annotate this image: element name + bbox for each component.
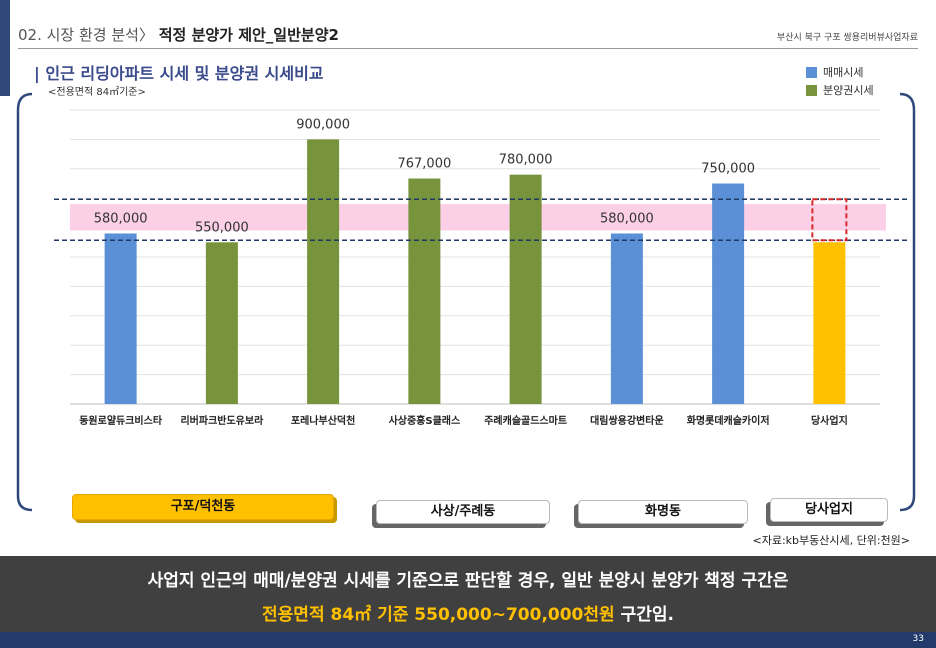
value-label-2: 550,000 <box>195 220 249 235</box>
proposed-range-markers <box>54 198 910 242</box>
category-label-1: 동원로얄듀크비스타 <box>79 414 163 427</box>
bar-3 <box>307 139 340 404</box>
header-divider <box>18 48 918 49</box>
conclusion-highlight: 전용면적 84㎡ 기준 550,000~700,000천원 <box>262 605 615 625</box>
bar-4 <box>408 178 441 404</box>
value-label-4: 767,000 <box>397 157 451 172</box>
category-label-7: 화명롯데캐슬카이저 <box>687 414 770 427</box>
legend-swatch-trade <box>806 66 817 78</box>
category-label-3: 포레나부산덕천 <box>291 414 355 427</box>
category-labels: 동원로얄듀크비스타 리버파크반도유보라 포레나부산덕천 사상중흥S클래스 주례캐슬골드스… <box>79 414 848 427</box>
legend-item-presale: 분양권시세 <box>806 82 874 98</box>
category-label-2: 리버파크반도유보라 <box>180 414 264 427</box>
legend-label-presale: 분양권시세 <box>823 84 874 97</box>
bar-5 <box>509 174 542 404</box>
conclusion-line-1: 사업지 인근의 매매/분양권 시세를 기준으로 판단할 경우, 일반 분양시 분… <box>147 571 789 591</box>
legend-label-trade: 매매시세 <box>823 66 864 79</box>
category-label-5: 주례캐슬골드스마트 <box>484 414 567 427</box>
conclusion-band <box>0 556 936 632</box>
legend-item-trade: 매매시세 <box>806 64 863 80</box>
legend-swatch-presale <box>806 84 817 96</box>
bar-7 <box>712 183 745 404</box>
chart-title: | 인근 리딩아파트 시세 및 분양권 시세비교 <box>34 64 324 83</box>
value-label-1: 580,000 <box>94 211 148 226</box>
region-label-sasang: 사상/주례동 <box>376 500 550 524</box>
bar-2 <box>205 242 238 404</box>
category-label-4: 사상중흥S클래스 <box>389 414 461 427</box>
category-label-6: 대림쌍용강변타운 <box>590 414 664 427</box>
region-label-gupo: 구포/덕천동 <box>72 494 334 520</box>
header-section: 02. 시장 환경 분석〉 <box>18 26 154 44</box>
right-bracket <box>899 92 916 512</box>
page-header: 02. 시장 환경 분석〉 적정 분양가 제안_일반분양2 <box>18 24 339 45</box>
left-accent-bar <box>0 0 10 96</box>
region-label-hwamyeong: 화명동 <box>578 500 748 524</box>
bar-6 <box>610 233 643 404</box>
value-labels: 580,000 550,000 900,000 767,000 780,000 580,0… <box>94 117 755 235</box>
page-number: 33 <box>912 634 924 644</box>
region-label-site: 당사업지 <box>770 498 888 522</box>
chart-subtitle: <전용면적 84㎡기준> <box>48 87 146 98</box>
source-note: <자료:kb부동산시세, 단위:천원> <box>752 534 910 547</box>
value-label-5: 780,000 <box>499 153 553 168</box>
header-title: 적정 분양가 제안_일반분양2 <box>158 26 339 44</box>
reference-band-layer <box>70 204 886 231</box>
bar-8 <box>813 242 846 404</box>
category-label-8: 당사업지 <box>811 414 848 427</box>
bars <box>104 139 846 404</box>
footer-band <box>0 632 936 648</box>
value-label-6: 580,000 <box>600 211 654 226</box>
left-bracket <box>16 92 33 512</box>
bar-chart: 580,000 550,000 900,000 767,000 780,000 580,0… <box>16 92 916 512</box>
value-label-3: 900,000 <box>296 117 350 132</box>
gridlines <box>70 109 880 405</box>
conclusion-line-2: 전용면적 84㎡ 기준 550,000~700,000천원 구간임. <box>0 600 936 625</box>
site-range-box <box>811 198 848 242</box>
reference-band <box>70 204 886 231</box>
conclusion-tail: 구간임. <box>614 605 674 625</box>
value-label-7: 750,000 <box>701 162 755 177</box>
header-source: 부산시 북구 구포 쌍용리버뷰사업자료 <box>776 33 918 43</box>
bar-1 <box>104 233 137 404</box>
